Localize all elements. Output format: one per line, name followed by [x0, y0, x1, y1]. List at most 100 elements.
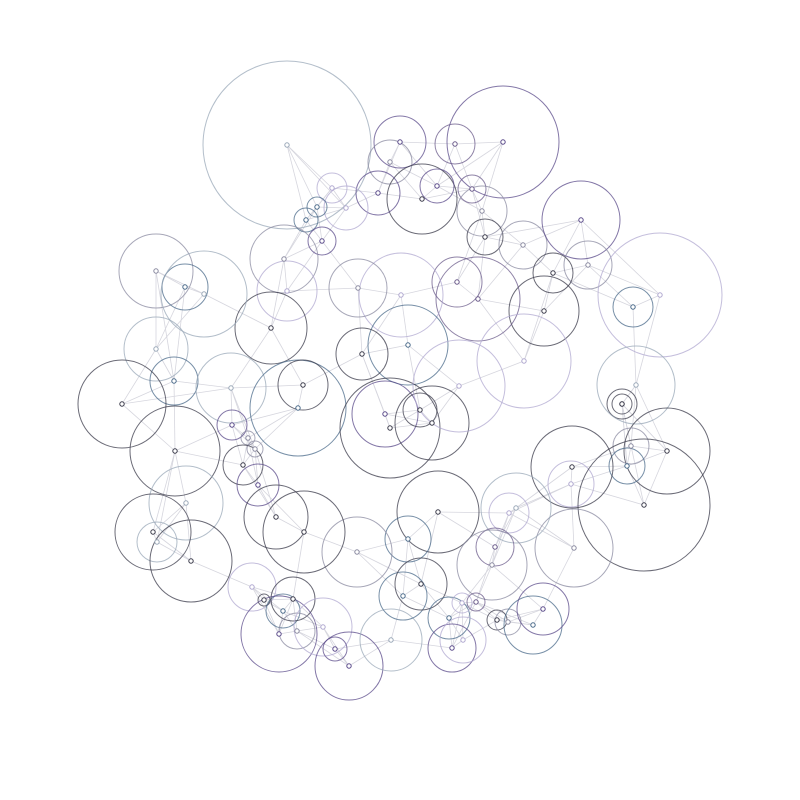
node-ring: [456, 529, 528, 601]
edge: [522, 244, 554, 274]
node-center: [446, 615, 452, 621]
node-ring: [359, 608, 423, 672]
node-ring: [547, 460, 595, 508]
edge: [286, 240, 323, 292]
node-center: [150, 529, 156, 535]
edge: [436, 143, 456, 187]
node-ring: [434, 123, 476, 165]
node-ring: [265, 593, 301, 629]
node-center: [154, 539, 160, 545]
edge: [462, 619, 498, 641]
node-ring: [494, 608, 522, 636]
edge: [296, 626, 324, 632]
node-ring: [293, 597, 353, 657]
node-center: [273, 514, 279, 520]
node-center: [619, 401, 625, 407]
node-ring: [534, 508, 614, 588]
node-ring: [123, 316, 189, 382]
edge: [283, 258, 288, 292]
edge: [296, 630, 336, 650]
node-center: [492, 544, 498, 550]
edge: [421, 188, 473, 200]
node-ring: [234, 291, 308, 365]
node-ring: [278, 612, 316, 650]
node-ring: [355, 170, 401, 216]
node-ring: [321, 516, 393, 588]
node-center: [228, 385, 234, 391]
node-ring: [451, 592, 473, 614]
edge: [156, 502, 187, 543]
nodes: [77, 60, 723, 701]
edge: [302, 353, 363, 386]
edge: [270, 290, 288, 329]
node-ring: [608, 447, 646, 485]
node-center: [183, 500, 189, 506]
node-center: [624, 463, 630, 469]
node-ring: [563, 240, 613, 290]
node-center: [520, 242, 526, 248]
node-center: [482, 234, 488, 240]
edge: [420, 583, 450, 619]
node-center: [540, 606, 546, 612]
node-center: [459, 600, 465, 606]
edge: [437, 511, 496, 548]
edge: [174, 450, 187, 504]
node-ring: [262, 490, 346, 574]
node-ring: [498, 220, 548, 270]
node-center: [188, 558, 194, 564]
edge: [203, 293, 272, 329]
edge: [173, 286, 186, 382]
node-ring: [373, 115, 427, 169]
edge: [477, 298, 525, 362]
node-center: [489, 562, 495, 568]
edge: [481, 210, 524, 246]
edge: [621, 403, 632, 447]
node-ring: [149, 356, 199, 406]
edge: [242, 448, 256, 466]
edge: [190, 560, 253, 588]
node-center: [294, 628, 300, 634]
edge: [399, 141, 456, 145]
edge: [384, 413, 433, 424]
edge: [402, 538, 409, 597]
node-center: [405, 536, 411, 542]
node-ring: [243, 484, 309, 550]
node-center: [429, 420, 435, 426]
node-ring: [328, 258, 388, 318]
edge: [242, 437, 249, 466]
edge: [508, 512, 575, 549]
edge: [292, 531, 305, 600]
edge: [475, 564, 493, 603]
edge: [361, 344, 409, 355]
node-center: [284, 142, 290, 148]
edge: [389, 161, 438, 187]
node-center: [329, 185, 335, 191]
node-center: [314, 204, 320, 210]
node-ring: [394, 385, 470, 461]
edge: [334, 639, 392, 650]
node-center: [400, 593, 406, 599]
node-ring: [249, 224, 319, 294]
node-ring: [457, 174, 487, 204]
node-center: [276, 631, 282, 637]
node-ring: [456, 185, 508, 237]
node-ring: [149, 519, 233, 603]
node-ring: [227, 562, 277, 612]
edge: [185, 502, 192, 562]
node-center: [568, 481, 574, 487]
edge: [270, 258, 285, 329]
node-ring: [435, 256, 521, 342]
node-center: [578, 217, 584, 223]
edge: [321, 240, 359, 289]
node-center: [301, 529, 307, 535]
node-center: [456, 383, 462, 389]
node-center: [320, 624, 326, 630]
node-ring: [118, 233, 194, 309]
node-ring: [394, 557, 448, 611]
edge: [419, 385, 460, 411]
edge: [286, 144, 318, 208]
node-center: [469, 186, 475, 192]
edge: [283, 240, 323, 260]
